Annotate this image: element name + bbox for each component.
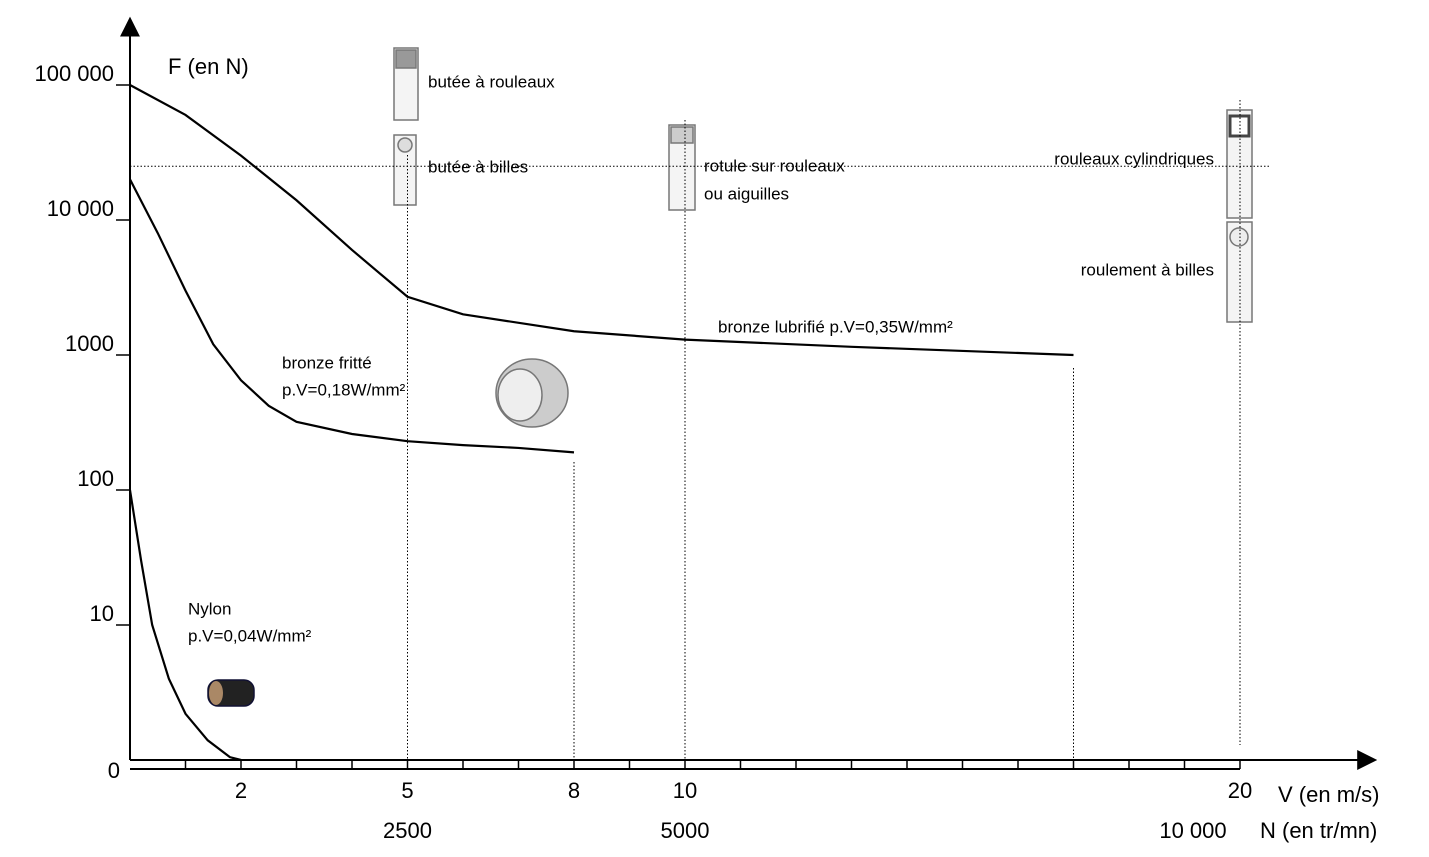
annotation: butée à rouleaux: [428, 72, 555, 91]
bearing-icons: [208, 48, 1252, 706]
x2-tick-label: 5000: [661, 818, 710, 843]
x-axis-label: V (en m/s): [1278, 782, 1379, 807]
x2-tick-label: 2500: [383, 818, 432, 843]
annotation: butée à billes: [428, 157, 528, 176]
y-tick-label: 10: [90, 601, 114, 626]
x-tick-label: 2: [235, 778, 247, 803]
y-tick-label: 1000: [65, 331, 114, 356]
series-label: p.V=0,18W/mm²: [282, 380, 406, 399]
chart: F (en N) V (en m/s) N (en tr/mn) 2 5 8 10 20…: [0, 0, 1429, 852]
annotation: ou aiguilles: [704, 184, 789, 203]
series-name: bronze lubrifié p.V=0,35W/mm²: [718, 317, 953, 336]
y-tick-label: 100 000: [34, 61, 114, 86]
x-tick-label: 5: [401, 778, 413, 803]
x2-axis-label: N (en tr/mn): [1260, 818, 1377, 843]
series-name: Nylon: [188, 599, 231, 618]
curve: [130, 85, 1074, 355]
x2-tick-label: 10 000: [1159, 818, 1226, 843]
annotation: roulement à billes: [1081, 260, 1214, 279]
series-name: bronze fritté: [282, 353, 372, 372]
annotation: rouleaux cylindriques: [1054, 149, 1214, 168]
y-tick-label: 100: [77, 466, 114, 491]
y-tick-label: 0: [108, 758, 120, 783]
annotation: rotule sur rouleaux: [704, 156, 845, 175]
x-tick-label: 10: [673, 778, 697, 803]
y-tick-label: 10 000: [47, 196, 114, 221]
series-label: p.V=0,04W/mm²: [188, 626, 312, 645]
x-tick-label: 20: [1228, 778, 1252, 803]
y-axis-label: F (en N): [168, 54, 249, 79]
x-tick-label: 8: [568, 778, 580, 803]
curve: [130, 490, 241, 760]
